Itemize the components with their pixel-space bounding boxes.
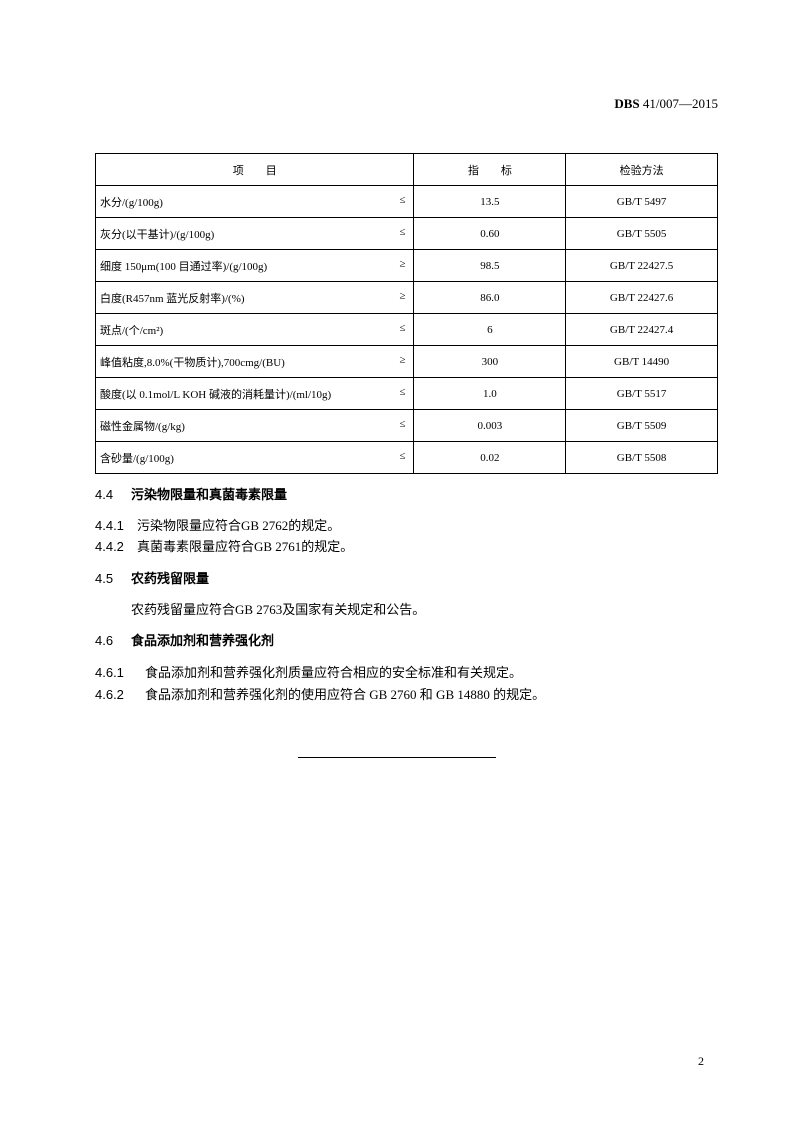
para-text: 食品添加剂和营养强化剂的使用应符合 GB 2760 和 GB 14880 的规定…	[145, 687, 546, 702]
item-cell: 磁性金属物/(g/kg) ≤	[94, 409, 415, 442]
item-cell: 斑点/(个/cm²) ≤	[94, 313, 415, 346]
method-cell: GB/T 5508	[565, 441, 718, 474]
value-cell: 0.60	[413, 217, 567, 250]
method-cell: GB/T 5517	[565, 377, 718, 410]
table-row: 白度(R457nm 蓝光反射率)/(%) ≥ 86.0 GB/T 22427.6	[94, 281, 718, 314]
para-4-6-1: 4.6.1 食品添加剂和营养强化剂质量应符合相应的安全标准和有关规定。	[95, 662, 522, 681]
table-row: 磁性金属物/(g/kg) ≤ 0.003 GB/T 5509	[94, 409, 718, 442]
value-cell: 98.5	[413, 249, 567, 282]
para-number: 4.6.1	[95, 665, 124, 680]
page-number: 2	[698, 1054, 704, 1068]
comparison-operator: ≥	[399, 258, 406, 270]
section-title: 食品添加剂和营养强化剂	[131, 633, 275, 648]
item-cell: 含砂量/(g/100g) ≤	[94, 441, 415, 474]
comparison-operator: ≥	[399, 290, 406, 302]
value-cell: 13.5	[413, 185, 567, 218]
method-cell: GB/T 22427.6	[565, 281, 718, 314]
para-text: 农药残留量应符合GB 2763及国家有关规定和公告。	[131, 602, 426, 617]
section-4-5: 4.5 农药残留限量	[95, 568, 209, 587]
table-row: 酸度(以 0.1mol/L KOH 碱液的消耗量计)/(ml/10g) ≤ 1.0…	[94, 377, 718, 410]
para-4-5: 农药残留量应符合GB 2763及国家有关规定和公告。	[131, 599, 425, 618]
end-rule	[298, 757, 496, 758]
item-label: 细度 150μm(100 目通过率)/(g/100g)	[100, 260, 268, 273]
item-label: 斑点/(个/cm²)	[100, 324, 164, 337]
section-title: 污染物限量和真菌毒素限量	[131, 487, 288, 502]
comparison-operator: ≤	[399, 226, 406, 238]
section-number: 4.6	[95, 633, 114, 648]
item-label: 峰值粘度,8.0%(干物质计),700cmg/(BU)	[100, 356, 285, 369]
method-cell: GB/T 22427.4	[565, 313, 718, 346]
table-row: 含砂量/(g/100g) ≤ 0.02 GB/T 5508	[94, 441, 718, 474]
section-4-6: 4.6 食品添加剂和营养强化剂	[95, 630, 274, 649]
table-row: 斑点/(个/cm²) ≤ 6 GB/T 22427.4	[94, 313, 718, 346]
item-label: 含砂量/(g/100g)	[100, 452, 174, 465]
comparison-operator: ≥	[399, 354, 406, 366]
section-number: 4.5	[95, 571, 114, 586]
header-item: 项 目	[94, 153, 415, 186]
para-4-4-2: 4.4.2 真菌毒素限量应符合GB 2761的规定。	[95, 536, 353, 555]
comparison-operator: ≤	[399, 450, 406, 462]
header-index: 指 标	[413, 153, 567, 186]
table-header-row: 项 目 指 标 检验方法	[94, 153, 718, 186]
value-cell: 300	[413, 345, 567, 378]
table-row: 峰值粘度,8.0%(干物质计),700cmg/(BU) ≥ 300 GB/T 14…	[94, 345, 718, 378]
para-text: 污染物限量应符合GB 2762的规定。	[137, 518, 341, 533]
item-label: 酸度(以 0.1mol/L KOH 碱液的消耗量计)/(ml/10g)	[100, 388, 332, 401]
item-cell: 水分/(g/100g) ≤	[94, 185, 415, 218]
item-label: 磁性金属物/(g/kg)	[100, 420, 185, 433]
code-prefix: DBS	[614, 96, 640, 111]
document-code: DBS 41/007—2015	[614, 96, 718, 112]
comparison-operator: ≤	[399, 386, 406, 398]
para-number: 4.4.2	[95, 539, 124, 554]
comparison-operator: ≤	[399, 194, 406, 206]
comparison-operator: ≤	[399, 418, 406, 430]
table-row: 水分/(g/100g) ≤ 13.5 GB/T 5497	[94, 185, 718, 218]
value-cell: 86.0	[413, 281, 567, 314]
value-cell: 0.003	[413, 409, 567, 442]
method-cell: GB/T 5509	[565, 409, 718, 442]
value-cell: 0.02	[413, 441, 567, 474]
value-cell: 1.0	[413, 377, 567, 410]
code-number: 41/007—2015	[639, 96, 718, 111]
item-label: 白度(R457nm 蓝光反射率)/(%)	[100, 292, 245, 305]
requirements-table: 项 目 指 标 检验方法 水分/(g/100g) ≤ 13.5 GB/T 5497…	[94, 153, 718, 474]
item-label: 水分/(g/100g)	[100, 196, 163, 209]
item-cell: 细度 150μm(100 目通过率)/(g/100g) ≥	[94, 249, 415, 282]
section-number: 4.4	[95, 487, 114, 502]
comparison-operator: ≤	[399, 322, 406, 334]
method-cell: GB/T 5497	[565, 185, 718, 218]
item-cell: 峰值粘度,8.0%(干物质计),700cmg/(BU) ≥	[94, 345, 415, 378]
table-row: 灰分(以干基计)/(g/100g) ≤ 0.60 GB/T 5505	[94, 217, 718, 250]
para-number: 4.6.2	[95, 687, 124, 702]
item-cell: 白度(R457nm 蓝光反射率)/(%) ≥	[94, 281, 415, 314]
table-row: 细度 150μm(100 目通过率)/(g/100g) ≥ 98.5 GB/T 2…	[94, 249, 718, 282]
header-method: 检验方法	[565, 153, 718, 186]
value-cell: 6	[413, 313, 567, 346]
para-text: 食品添加剂和营养强化剂质量应符合相应的安全标准和有关规定。	[145, 665, 523, 680]
method-cell: GB/T 14490	[565, 345, 718, 378]
item-label: 灰分(以干基计)/(g/100g)	[100, 228, 215, 241]
section-4-4: 4.4 污染物限量和真菌毒素限量	[95, 484, 287, 503]
para-number: 4.4.1	[95, 518, 124, 533]
para-4-6-2: 4.6.2 食品添加剂和营养强化剂的使用应符合 GB 2760 和 GB 1488…	[95, 684, 545, 703]
section-title: 农药残留限量	[131, 571, 210, 586]
para-4-4-1: 4.4.1 污染物限量应符合GB 2762的规定。	[95, 515, 340, 534]
method-cell: GB/T 5505	[565, 217, 718, 250]
para-text: 真菌毒素限量应符合GB 2761的规定。	[137, 539, 354, 554]
item-cell: 灰分(以干基计)/(g/100g) ≤	[94, 217, 415, 250]
item-cell: 酸度(以 0.1mol/L KOH 碱液的消耗量计)/(ml/10g) ≤	[94, 377, 415, 410]
method-cell: GB/T 22427.5	[565, 249, 718, 282]
